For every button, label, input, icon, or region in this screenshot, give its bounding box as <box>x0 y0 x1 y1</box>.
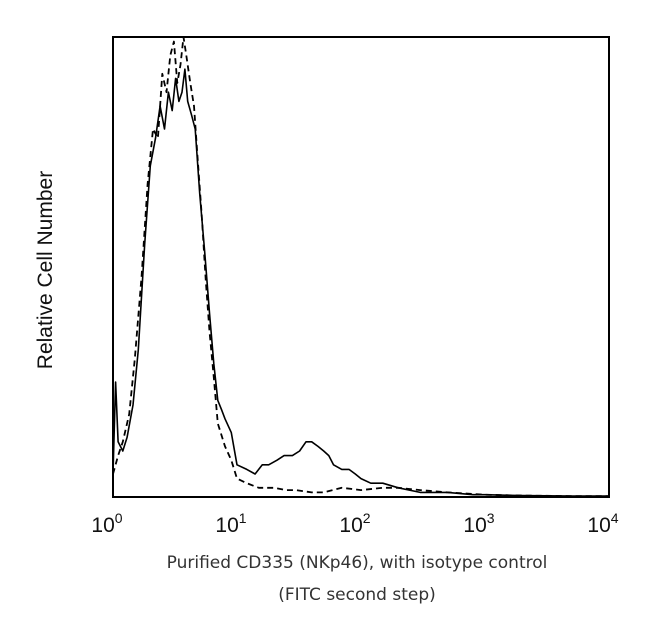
x-tick-label: 100 <box>91 510 122 537</box>
series-line-dashed <box>112 36 609 497</box>
x-tick-label: 102 <box>339 510 370 537</box>
x-tick-label: 104 <box>587 510 618 537</box>
series-line-solid <box>112 68 609 497</box>
x-tick-labels: 100 101 102 103 104 <box>91 510 618 537</box>
x-tick-label: 101 <box>215 510 246 537</box>
x-tick-label: 103 <box>463 510 494 537</box>
x-axis-label-line-2: (FITC second step) <box>278 585 436 605</box>
y-axis-label: Relative Cell Number <box>34 171 57 369</box>
series-layer <box>112 36 609 497</box>
x-axis-label-line-1: Purified CD335 (NKp46), with isotype con… <box>167 553 548 573</box>
plot-frame <box>112 36 610 498</box>
